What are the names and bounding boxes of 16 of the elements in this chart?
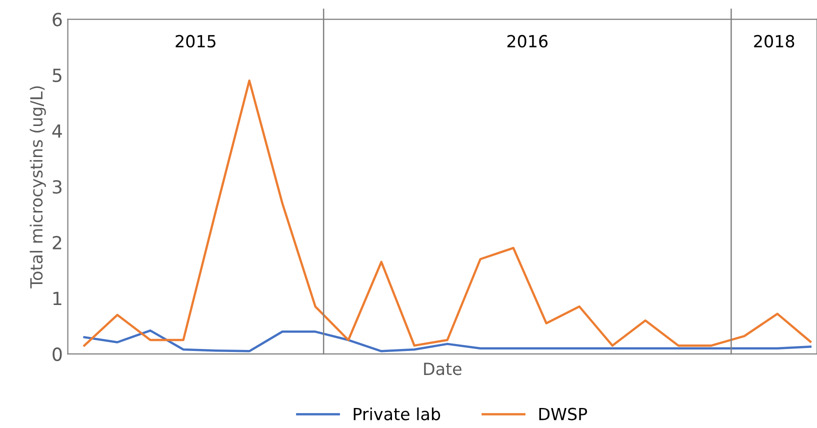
- annotation: 2016: [507, 34, 548, 48]
- y-tick-label: 1: [53, 292, 62, 306]
- annotation: 2018: [754, 34, 794, 48]
- y-tick-label: 3: [52, 180, 62, 194]
- y-tick-label: 5: [52, 68, 62, 82]
- line-series: [83, 329, 812, 352]
- y-tick-label: 4: [52, 124, 62, 138]
- x-axis-title: Date: [424, 362, 462, 376]
- y-tick-label: 6: [52, 12, 62, 26]
- annotation: 2015: [176, 34, 216, 48]
- y-tick-label: 2: [52, 236, 62, 250]
- legend-label: DWSP: [539, 408, 588, 420]
- line-series: [83, 80, 812, 347]
- legend-label: Private lab: [354, 407, 440, 420]
- y-axis-title: Total microcystins (ug/L): [30, 86, 46, 288]
- y-tick-label: 0: [52, 347, 62, 362]
